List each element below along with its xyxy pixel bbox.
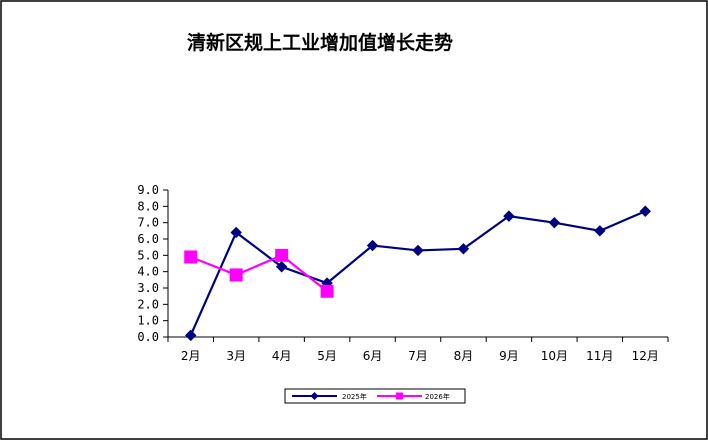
data-point <box>275 261 288 273</box>
x-tick-label: 10月 <box>541 349 568 363</box>
y-tick-label: 7.0 <box>137 216 159 230</box>
x-tick-label: 3月 <box>226 349 246 363</box>
x-tick-label: 11月 <box>586 349 613 363</box>
data-point <box>230 226 242 239</box>
data-point <box>184 250 198 264</box>
legend-item-1: 2025年 <box>292 392 367 401</box>
data-point <box>275 248 289 262</box>
x-tick-label: 4月 <box>272 349 292 363</box>
x-tick-label: 7月 <box>408 349 428 363</box>
x-tick-label: 12月 <box>632 349 659 363</box>
data-point <box>639 205 651 217</box>
y-tick-label: 9.0 <box>137 183 159 197</box>
data-point <box>503 210 515 222</box>
y-tick-label: 6.0 <box>137 232 159 246</box>
legend-box <box>284 388 466 404</box>
legend-marker <box>396 392 403 400</box>
y-tick-label: 8.0 <box>137 199 159 213</box>
series-layer <box>184 205 651 342</box>
data-point <box>412 244 424 257</box>
y-tick-label: 1.0 <box>137 314 159 328</box>
x-tick-label: 2月 <box>181 349 201 363</box>
x-tick-label: 6月 <box>363 349 383 363</box>
x-tick-label: 5月 <box>317 349 337 363</box>
chart-title: 清新区规上工业增加值增长走势 <box>187 31 453 54</box>
series-line <box>190 254 328 293</box>
y-tick-label: 3.0 <box>137 281 159 295</box>
legend-item-2: 2026年 <box>377 392 450 401</box>
y-tick-label: 5.0 <box>137 248 159 262</box>
axes: 0.0 1.0 2.0 3.0 4.0 5.0 6.0 7.0 8.0 9.0 2月 3月 4月 5月 6月… <box>137 183 669 363</box>
legend-label: 2025年 <box>342 392 367 401</box>
data-point <box>366 239 379 252</box>
x-tick-label: 8月 <box>454 349 474 363</box>
data-point <box>548 216 561 229</box>
data-point <box>594 225 606 237</box>
legend-marker <box>310 392 319 400</box>
series-1 <box>185 205 651 342</box>
data-point <box>185 329 197 342</box>
legend-label: 2026年 <box>425 392 450 401</box>
y-tick-label: 4.0 <box>137 265 159 279</box>
y-tick-label: 2.0 <box>137 297 159 311</box>
data-point <box>320 284 334 298</box>
y-tick-label: 0.0 <box>137 330 159 344</box>
legend: 2025年 2026年 <box>284 388 466 404</box>
data-point <box>229 268 243 282</box>
data-point <box>457 243 470 255</box>
series-2 <box>184 248 334 298</box>
x-tick-label: 9月 <box>499 349 519 363</box>
